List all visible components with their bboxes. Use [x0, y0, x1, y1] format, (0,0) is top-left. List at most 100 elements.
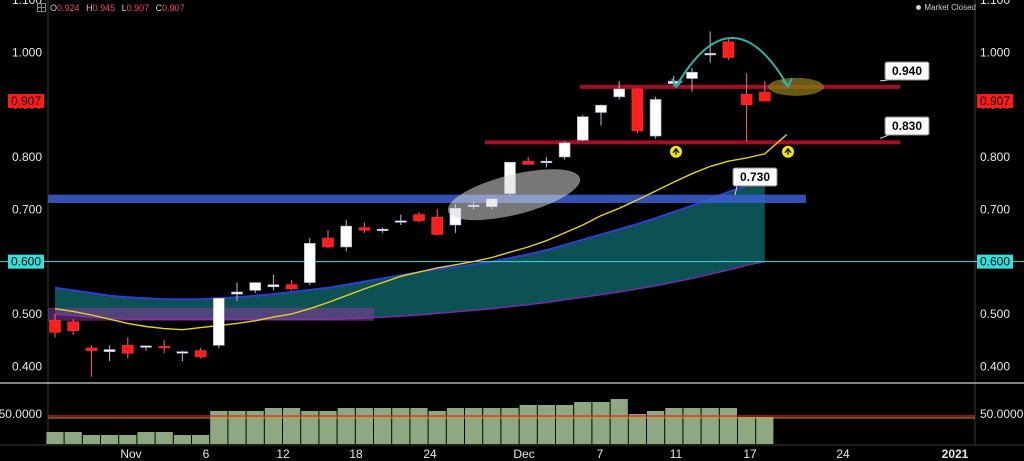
candle [413, 211, 425, 223]
candle-body [67, 321, 79, 332]
ohlc-readout: O0.924 H0.945 L0.907 C0.907 [50, 3, 189, 13]
callout-label: 0.830 [892, 119, 922, 133]
candle-body [413, 214, 425, 222]
settings-icon[interactable] [37, 3, 46, 12]
candle [358, 222, 371, 233]
arc-arrow-left-icon [671, 78, 683, 89]
y-tick-left: 0.700 [12, 202, 42, 216]
volume-bar [537, 405, 555, 444]
candle-body [267, 284, 280, 288]
buy-signal-icon [670, 145, 682, 158]
candle-body [231, 291, 243, 295]
candle [704, 31, 717, 63]
candle [67, 319, 79, 335]
candle [249, 282, 261, 294]
volume-bar [228, 411, 246, 444]
moving-average-line [54, 133, 788, 331]
price-tag-left-label: 0.907 [11, 94, 41, 108]
volume-bar [556, 405, 574, 444]
resistance-band [48, 194, 806, 204]
candle [49, 313, 61, 338]
candle [140, 345, 152, 351]
volume-bar [392, 408, 410, 444]
y-tick-left: 1.000 [12, 45, 42, 59]
y-tick-right: 1.000 [980, 45, 1010, 59]
x-tick-label: 18 [349, 447, 363, 461]
buy-signal-icon [782, 145, 794, 158]
volume-bar [374, 408, 392, 444]
candle [686, 68, 698, 92]
support-zone [48, 307, 374, 321]
candle-body [122, 345, 134, 354]
candle [85, 345, 98, 377]
candle-body [213, 297, 225, 346]
candle-body [431, 216, 444, 235]
ohlc-low-key: L [121, 3, 127, 13]
volume-bar [465, 408, 483, 444]
candle-body [85, 347, 98, 351]
volume-bar [683, 408, 701, 444]
level-line [580, 84, 900, 89]
market-status: Market Closed [916, 3, 976, 12]
ohlc-high-value: 0.945 [92, 3, 116, 13]
volume-bar [446, 408, 464, 444]
volume-bar [410, 408, 428, 444]
level-line [485, 140, 900, 145]
x-tick-label: Dec [513, 447, 534, 461]
candle-body [595, 104, 607, 113]
candle [158, 340, 170, 354]
ohlc-close-key: C [155, 3, 163, 13]
volume-bar [501, 408, 519, 444]
candle-body [576, 116, 589, 141]
volume-tick-left: 50.0000 [0, 407, 42, 421]
volume-bar [301, 411, 319, 444]
x-tick-label: 7 [597, 447, 604, 461]
candle-body [704, 53, 717, 56]
volume-bar [64, 432, 82, 444]
candle-body [558, 142, 571, 158]
x-tick-label: 2021 [942, 447, 969, 461]
candle [595, 104, 607, 126]
callout-box [732, 167, 778, 187]
candle-body [686, 71, 698, 79]
volume-bar [738, 417, 756, 444]
candle [267, 274, 280, 291]
candle-body [303, 243, 316, 283]
candle-body [176, 351, 189, 354]
price-tag-left-label: 0.600 [11, 255, 41, 269]
candle [540, 156, 553, 168]
y-tick-right: 0.800 [980, 150, 1010, 164]
volume-bar [701, 408, 719, 444]
callout-box [884, 116, 930, 136]
x-tick-label: 6 [203, 447, 210, 461]
ohlc-low-value: 0.907 [126, 3, 150, 13]
volume-bar [647, 411, 665, 444]
volume-bar [610, 399, 628, 444]
candle [122, 337, 134, 359]
price-tag-right [977, 254, 1013, 269]
candle [522, 156, 535, 165]
candle [758, 81, 771, 102]
candle [558, 141, 571, 160]
price-tag-right-label: 0.907 [980, 94, 1010, 108]
x-tick-label: 24 [836, 447, 850, 461]
candle [722, 39, 735, 61]
ohlc-high-key: H [86, 3, 93, 13]
x-tick-label: Nov [120, 447, 141, 461]
candle [376, 227, 389, 233]
cloud-area [55, 180, 765, 320]
candle-body [285, 284, 298, 290]
candle [740, 73, 753, 142]
volume-bar [665, 408, 683, 444]
candle [213, 297, 225, 348]
volume-bar [173, 435, 191, 444]
candle [394, 214, 407, 226]
highlight-ellipse [447, 169, 581, 221]
candle [176, 350, 189, 362]
y-tick-left: 0.400 [12, 359, 42, 373]
candle-body [631, 88, 644, 132]
candle-body [376, 228, 389, 231]
y-tick-right: 0.400 [980, 359, 1010, 373]
volume-bar [719, 408, 737, 444]
